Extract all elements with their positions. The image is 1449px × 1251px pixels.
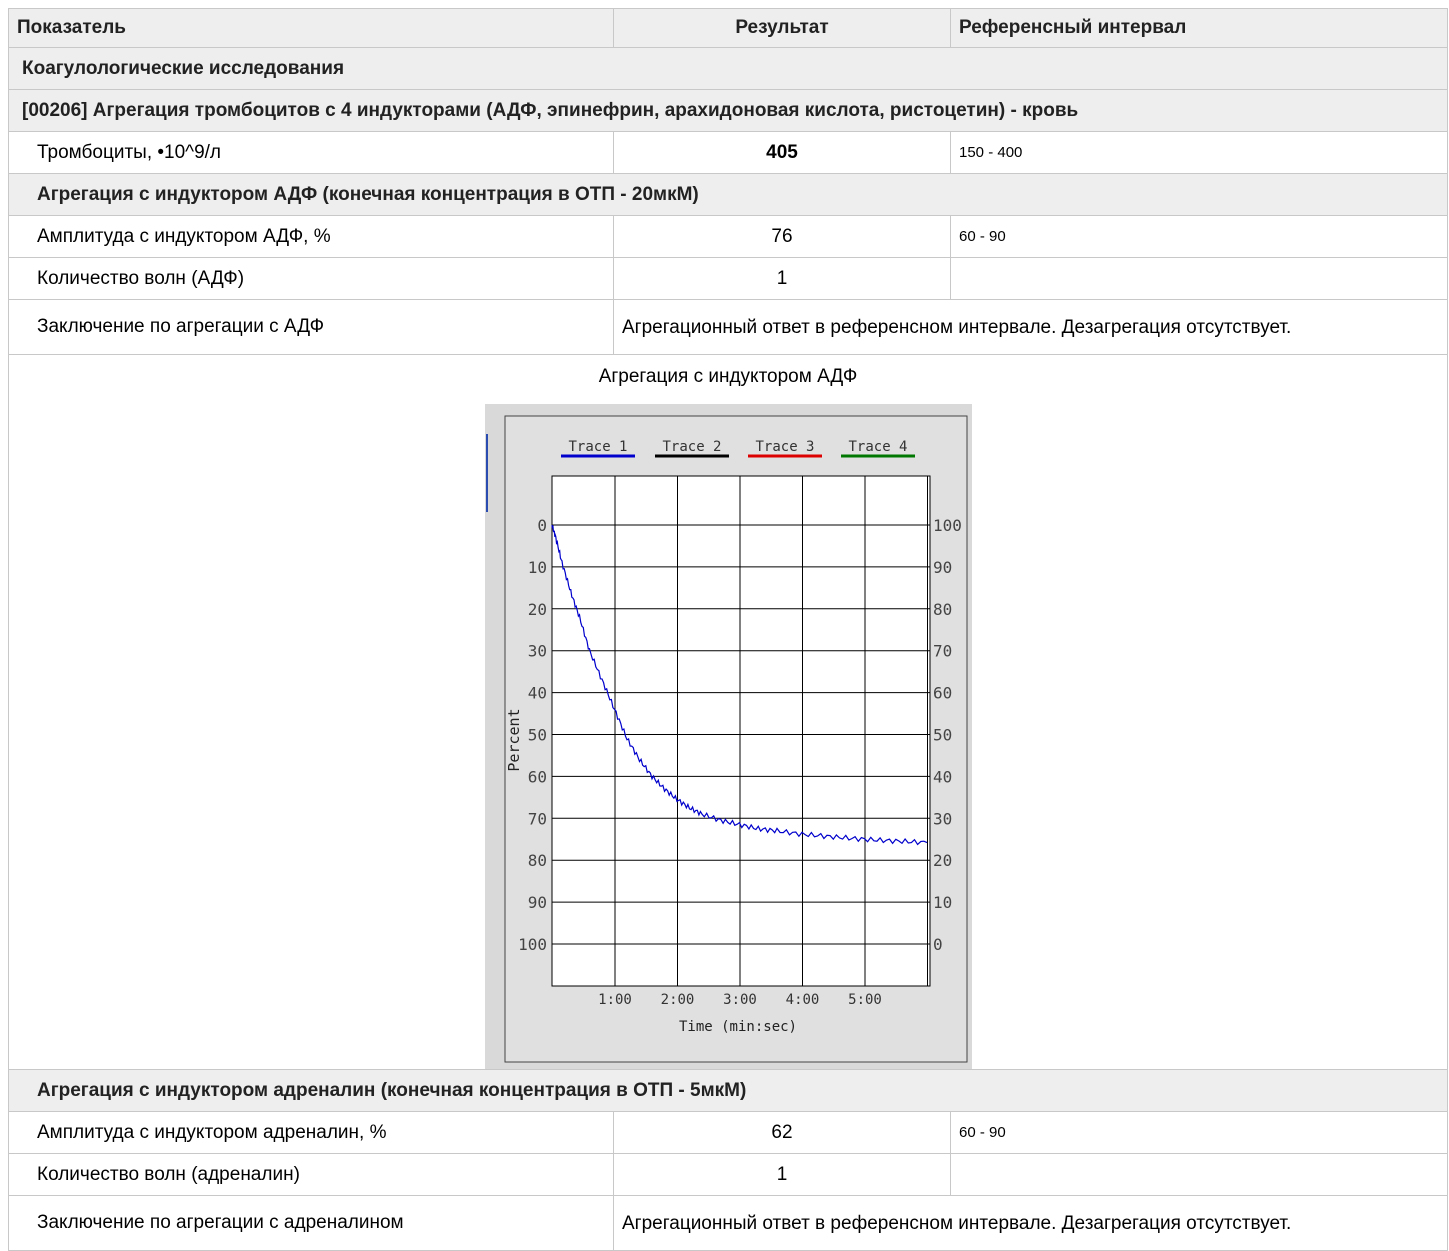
header-name: Показатель	[8, 8, 614, 48]
row-conclusion: Агрегационный ответ в референсном интерв…	[613, 1195, 1448, 1251]
subsection-title: Агрегация с индуктором АДФ (конечная кон…	[8, 173, 1448, 216]
y-tick-label-right: 40	[933, 767, 952, 786]
figure-title: Агрегация с индуктором АДФ	[598, 365, 858, 387]
row-conclusion: Агрегационный ответ в референсном интерв…	[613, 299, 1448, 355]
row-result: 76	[613, 215, 951, 258]
x-tick-label: 2:00	[660, 992, 694, 1008]
y-tick-label-left: 90	[527, 893, 546, 912]
row-ref	[950, 1153, 1448, 1196]
test-row: [00206] Агрегация тромбоцитов с 4 индукт…	[8, 89, 1448, 132]
table-row: Амплитуда с индуктором АДФ, % 76 60 - 90	[8, 215, 1448, 258]
header-result: Результат	[613, 8, 951, 48]
row-result: 62	[613, 1111, 951, 1154]
table-header: Показатель Результат Референсный интерва…	[8, 8, 1448, 48]
legend-item: Trace 1	[568, 439, 627, 455]
table-row: Заключение по агрегации с АДФ Агрегацион…	[8, 299, 1448, 355]
x-tick-label: 3:00	[723, 992, 757, 1008]
x-axis-label: Time (min:sec)	[678, 1019, 796, 1035]
subsection-row: Агрегация с индуктором адреналин (конечн…	[8, 1069, 1448, 1112]
table-row: Количество волн (адреналин) 1	[8, 1153, 1448, 1196]
table-row: Заключение по агрегации с адреналином Аг…	[8, 1195, 1448, 1251]
aggregation-chart: Trace 1 Trace 2 Trace 3 Trace 4 0 10 20 30 40 50…	[484, 403, 972, 1069]
plot-area	[551, 475, 930, 986]
row-name: Тромбоциты, •10^9/л	[8, 131, 614, 174]
row-result: 405	[613, 131, 951, 174]
section-title: Коагулологические исследования	[8, 47, 1448, 90]
y-tick-label-left: 80	[527, 851, 546, 870]
y-tick-label-left: 60	[527, 767, 546, 786]
y-tick-label-right: 30	[933, 809, 952, 828]
y-tick-label-right: 20	[933, 851, 952, 870]
table-row: Количество волн (АДФ) 1	[8, 257, 1448, 300]
y-axis-label: Percent	[505, 708, 523, 771]
header-ref: Референсный интервал	[950, 8, 1448, 48]
table-row: Тромбоциты, •10^9/л 405 150 - 400	[8, 131, 1448, 174]
x-tick-label: 1:00	[598, 992, 632, 1008]
y-tick-label-left: 20	[527, 599, 546, 618]
row-result: 1	[613, 257, 951, 300]
y-tick-label-left: 70	[527, 809, 546, 828]
chart-svg: Trace 1 Trace 2 Trace 3 Trace 4 0 10 20 30 40 50…	[485, 415, 967, 1062]
y-tick-label-right: 80	[933, 599, 952, 618]
row-name: Амплитуда с индуктором адреналин, %	[8, 1111, 614, 1154]
subsection-row: Агрегация с индуктором АДФ (конечная кон…	[8, 173, 1448, 216]
row-name: Амплитуда с индуктором АДФ, %	[8, 215, 614, 258]
row-ref: 60 - 90	[950, 1111, 1448, 1154]
figure-cell: Агрегация с индуктором АДФ Trace 1 Trace …	[8, 354, 1448, 1070]
x-tick-label: 5:00	[848, 992, 882, 1008]
y-tick-label-right: 10	[933, 893, 952, 912]
subsection-title: Агрегация с индуктором адреналин (конечн…	[8, 1069, 1448, 1112]
y-tick-label-right: 50	[933, 725, 952, 744]
legend-item: Trace 2	[662, 439, 721, 455]
y-tick-label-left: 0	[537, 516, 547, 535]
y-tick-label-left: 10	[527, 557, 546, 576]
section-row: Коагулологические исследования	[8, 47, 1448, 90]
row-name: Количество волн (АДФ)	[8, 257, 614, 300]
figure-row: Агрегация с индуктором АДФ Trace 1 Trace …	[8, 354, 1448, 1070]
legend-item: Trace 4	[848, 439, 907, 455]
y-tick-label-right: 100	[933, 516, 962, 535]
y-tick-label-left: 40	[527, 683, 546, 702]
test-title: [00206] Агрегация тромбоцитов с 4 индукт…	[8, 89, 1448, 132]
series-line	[550, 524, 927, 845]
y-tick-label-right: 60	[933, 683, 952, 702]
y-tick-label-left: 100	[518, 935, 547, 954]
row-name: Количество волн (адреналин)	[8, 1153, 614, 1196]
x-tick-label: 4:00	[785, 992, 819, 1008]
row-name: Заключение по агрегации с АДФ	[8, 299, 614, 355]
results-table: Показатель Результат Референсный интерва…	[8, 8, 1448, 1251]
y-tick-label-right: 90	[933, 557, 952, 576]
row-ref: 60 - 90	[950, 215, 1448, 258]
y-tick-label-left: 50	[527, 725, 546, 744]
legend-item: Trace 3	[755, 439, 814, 455]
y-tick-label-right: 70	[933, 641, 952, 660]
row-result: 1	[613, 1153, 951, 1196]
row-ref: 150 - 400	[950, 131, 1448, 174]
table-row: Амплитуда с индуктором адреналин, % 62 6…	[8, 1111, 1448, 1154]
row-name: Заключение по агрегации с адреналином	[8, 1195, 614, 1251]
y-tick-label-right: 0	[933, 935, 943, 954]
row-ref	[950, 257, 1448, 300]
y-tick-label-left: 30	[527, 641, 546, 660]
